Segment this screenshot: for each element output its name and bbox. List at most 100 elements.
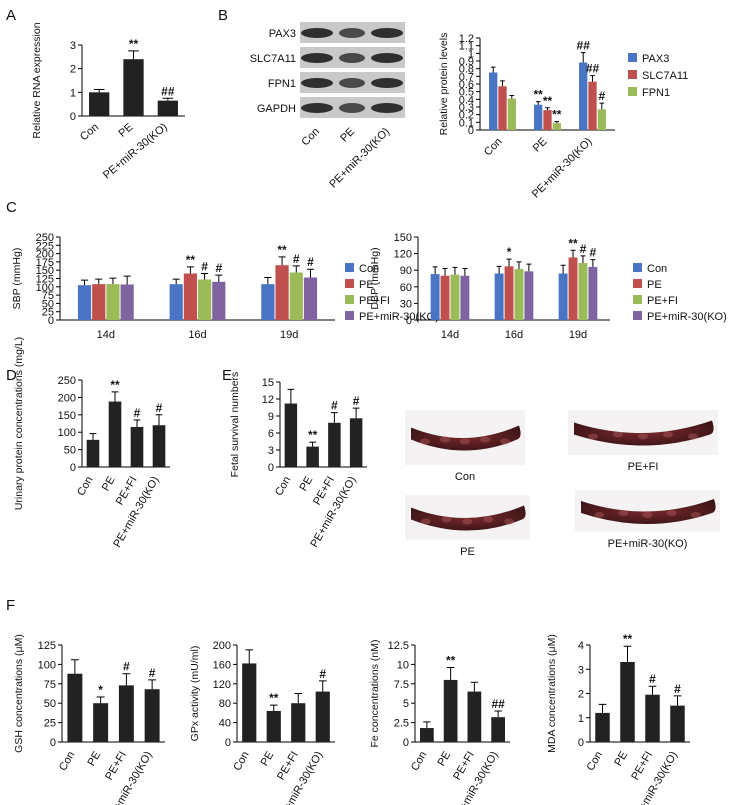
legend-label: SLC7A11 xyxy=(642,70,688,82)
error-bar xyxy=(128,50,139,60)
bar xyxy=(467,691,482,742)
bar xyxy=(120,284,134,320)
y-tick-label: 0.2 xyxy=(459,110,474,122)
bar xyxy=(514,269,524,320)
error-bar xyxy=(590,75,595,82)
bar xyxy=(534,104,543,130)
legend-swatch xyxy=(633,279,642,288)
x-tick-label: Con xyxy=(585,750,605,773)
error-bar xyxy=(292,265,300,273)
error-bar xyxy=(201,273,209,280)
bar xyxy=(266,710,281,742)
bar xyxy=(67,673,83,742)
error-bar xyxy=(623,645,632,662)
bar xyxy=(588,266,598,320)
legend-label: PAX3 xyxy=(642,53,669,65)
y-tick-label: 200 xyxy=(36,249,54,261)
bar xyxy=(118,685,134,742)
y-tick-label: 2 xyxy=(578,689,584,701)
y-tick-label: 12.5 xyxy=(388,640,409,652)
y-tick-label: 0.3 xyxy=(459,102,474,114)
bar xyxy=(588,81,597,130)
error-bar xyxy=(269,704,278,711)
blot-band xyxy=(339,78,365,88)
error-bar xyxy=(109,277,117,285)
bar xyxy=(123,59,144,116)
placenta-highlight xyxy=(594,512,605,518)
panel-label: B xyxy=(218,7,228,24)
bar xyxy=(315,691,330,742)
significance-label: ** xyxy=(110,378,120,392)
y-tick-label: 9 xyxy=(268,411,274,423)
blot-band xyxy=(371,53,403,63)
legend-label: PE+FI xyxy=(647,295,678,307)
x-tick-label: 14d xyxy=(441,329,459,341)
x-tick-label: PE+FI xyxy=(629,750,655,783)
y-tick-label: 15 xyxy=(262,377,274,389)
significance-label: # xyxy=(201,260,208,274)
y-tick-label: 200 xyxy=(58,392,76,404)
bar xyxy=(261,284,275,320)
significance-label: * xyxy=(98,683,103,697)
placenta-highlight xyxy=(420,518,431,525)
bar xyxy=(552,123,561,130)
significance-label: # xyxy=(215,261,222,275)
significance-label: # xyxy=(331,399,338,413)
y-tick-label: 40 xyxy=(219,718,231,730)
error-bar xyxy=(155,414,163,426)
legend-swatch xyxy=(628,53,637,62)
x-tick-label: PE xyxy=(435,750,453,769)
significance-label: ** xyxy=(129,37,139,51)
x-tick-label: Con xyxy=(482,136,505,159)
y-tick-label: 120 xyxy=(394,249,412,261)
panel-label: A xyxy=(6,7,16,24)
y-tick-label: 80 xyxy=(219,698,231,710)
error-bar xyxy=(560,264,566,274)
blot-lane-label: Con xyxy=(299,126,322,149)
bar xyxy=(645,694,660,742)
significance-label: ** xyxy=(269,691,279,705)
placenta-highlight xyxy=(504,518,515,525)
bar xyxy=(144,689,160,742)
significance-label: ## xyxy=(491,697,505,711)
blot-row-label: SLC7A11 xyxy=(250,53,296,65)
x-tick-label: Con xyxy=(231,750,251,773)
error-bar xyxy=(580,52,586,63)
bar xyxy=(106,284,120,320)
significance-label: # xyxy=(590,246,597,260)
y-tick-label: 0 xyxy=(70,111,76,123)
placenta-highlight xyxy=(440,436,450,443)
placenta-highlight xyxy=(480,436,490,443)
error-bar xyxy=(500,80,505,87)
y-tick-label: 2.5 xyxy=(394,718,409,730)
blot-row-label: GAPDH xyxy=(257,103,296,115)
bar xyxy=(579,62,588,130)
placenta-highlight xyxy=(638,433,648,440)
placenta-highlight xyxy=(688,433,698,440)
y-tick-label: 0 xyxy=(406,315,412,327)
legend-swatch xyxy=(345,295,354,304)
legend-label: Con xyxy=(647,263,667,275)
bar xyxy=(543,110,552,130)
error-bar xyxy=(545,107,550,111)
panel-label: E xyxy=(222,367,232,384)
y-tick-label: 50 xyxy=(42,298,54,310)
placenta xyxy=(581,499,716,524)
bar xyxy=(558,273,568,320)
y-tick-label: 1 xyxy=(468,48,474,60)
y-tick-label: 1.1 xyxy=(459,41,474,53)
legend-label: PE+miR-30(KO) xyxy=(359,311,439,323)
error-bar xyxy=(93,88,105,93)
bar xyxy=(108,401,122,467)
bar xyxy=(284,403,298,467)
x-tick-label: 19d xyxy=(280,329,298,341)
blot-band xyxy=(339,28,365,38)
y-tick-label: 0 xyxy=(48,315,54,327)
x-tick-label: 16d xyxy=(505,329,523,341)
y-tick-label: 150 xyxy=(36,265,54,277)
bar xyxy=(349,418,363,467)
y-tick-label: 12 xyxy=(262,394,274,406)
y-tick-label: 0.8 xyxy=(459,64,474,76)
y-tick-label: 3 xyxy=(70,40,76,52)
bar xyxy=(89,92,110,116)
